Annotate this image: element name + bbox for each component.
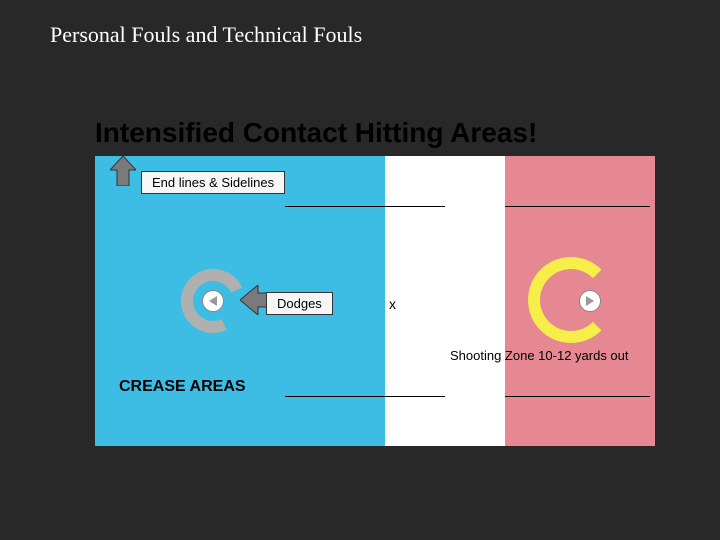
label-crease-areas: CREASE AREAS bbox=[119, 378, 246, 396]
label-endlines: End lines & Sidelines bbox=[141, 171, 285, 194]
field-line bbox=[385, 396, 445, 397]
page-title: Personal Fouls and Technical Fouls bbox=[50, 22, 362, 48]
field-line bbox=[505, 396, 650, 397]
field-line bbox=[505, 206, 650, 207]
label-x-mark: x bbox=[389, 296, 396, 312]
nav-next-button[interactable] bbox=[579, 290, 601, 312]
field-line bbox=[285, 206, 385, 207]
crease-right-arc bbox=[528, 257, 614, 343]
field-line bbox=[385, 206, 445, 207]
chevron-left-icon bbox=[209, 296, 217, 306]
arrow-up-icon bbox=[110, 156, 136, 186]
nav-prev-button[interactable] bbox=[202, 290, 224, 312]
field-line bbox=[285, 396, 385, 397]
chevron-right-icon bbox=[586, 296, 594, 306]
crease-right bbox=[528, 257, 614, 343]
zone-mid bbox=[385, 156, 505, 446]
field-diagram: End lines & Sidelines Dodges x Shooting … bbox=[95, 156, 655, 446]
label-shooting-zone: Shooting Zone 10-12 yards out bbox=[450, 348, 629, 363]
page-subtitle: Intensified Contact Hitting Areas! bbox=[95, 117, 537, 149]
label-dodges: Dodges bbox=[266, 292, 333, 315]
